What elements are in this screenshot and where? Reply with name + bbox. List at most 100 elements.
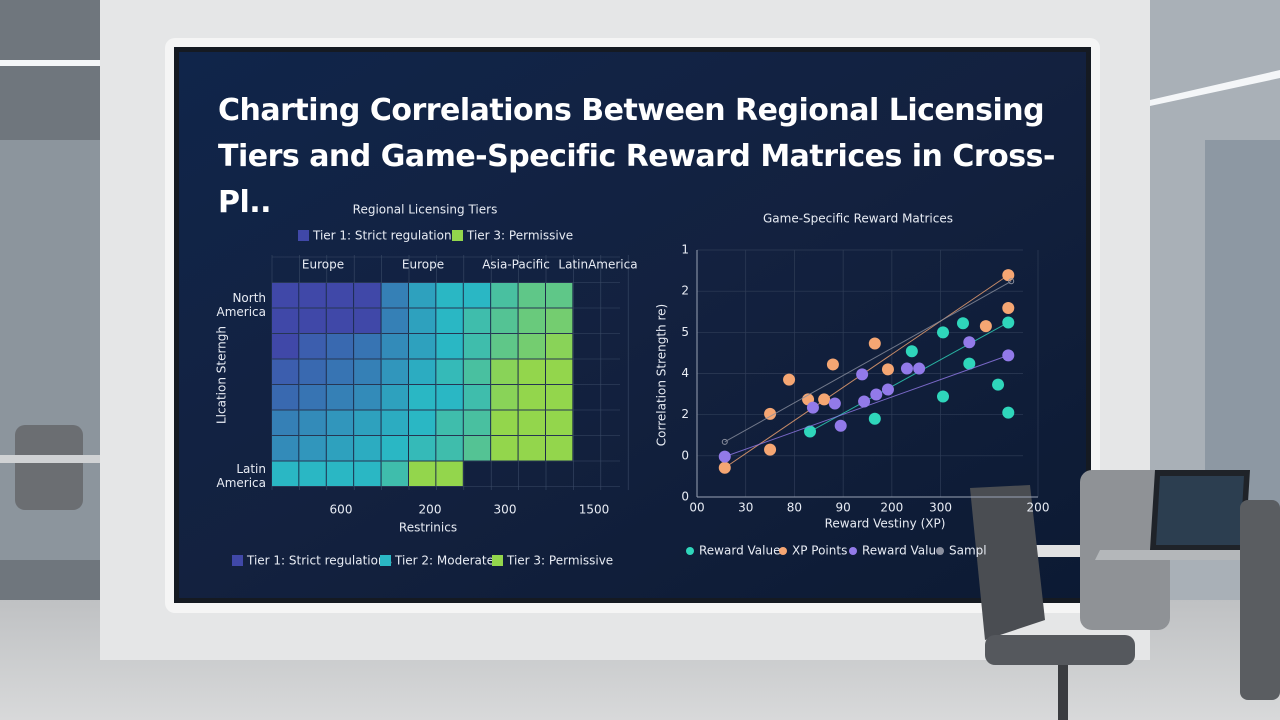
heat-cell (299, 308, 326, 333)
heat-cell (463, 283, 491, 308)
y-tick-label: 2 (681, 284, 689, 298)
point (905, 345, 918, 358)
heat-cell (272, 410, 299, 435)
y-tick-label: 2 (681, 407, 689, 421)
screen-title: Charting Correlations Between Regional L… (218, 93, 1055, 220)
ceiling-light (1150, 70, 1280, 106)
desk (0, 455, 100, 463)
point (1008, 278, 1015, 285)
column-label: Europe (402, 258, 444, 272)
heat-cell (436, 461, 463, 486)
legend-swatch (298, 230, 309, 241)
heat-cell (409, 436, 436, 461)
x-axis-label: Restrinics (399, 521, 457, 535)
heat-cell (409, 334, 436, 359)
y-axis-label: Correlation Strength re) (655, 304, 669, 446)
y-tick-label: 1 (681, 243, 689, 257)
heat-cell (463, 385, 491, 410)
heat-cell (354, 410, 381, 435)
heat-cell (381, 334, 408, 359)
point (804, 425, 817, 438)
x-tick-label: 90 (836, 501, 851, 515)
chair-seat (985, 635, 1135, 665)
point (828, 397, 841, 410)
point (1002, 316, 1015, 329)
heat-cell (436, 410, 463, 435)
laptop-display (1156, 476, 1244, 545)
point (806, 401, 819, 414)
heat-cell (546, 436, 573, 461)
heat-cell (463, 359, 491, 384)
x-tick-label: 200 (419, 503, 442, 517)
heat-cell (463, 410, 491, 435)
point (963, 336, 976, 349)
y-tick-label: 5 (681, 325, 689, 339)
x-tick-label: 1500 (579, 503, 610, 517)
x-tick-label: 600 (330, 503, 353, 517)
heat-cell (354, 283, 381, 308)
heat-cell (491, 308, 518, 333)
heat-cell (299, 385, 326, 410)
heat-cell (409, 308, 436, 333)
chair (1240, 500, 1280, 700)
y-axis-label: Llcation Sterngh (215, 326, 229, 424)
legend-swatch (452, 230, 463, 241)
heat-cell (381, 436, 408, 461)
heat-cell (518, 334, 545, 359)
legend-marker (936, 547, 944, 555)
heat-cell (436, 283, 463, 308)
point (937, 326, 950, 339)
heat-cell (381, 385, 408, 410)
point (1002, 302, 1015, 315)
heat-cell (272, 436, 299, 461)
point (868, 337, 881, 350)
heat-cell (272, 461, 299, 486)
trend-line (724, 280, 1012, 443)
heat-cell (272, 359, 299, 384)
heat-cell (272, 385, 299, 410)
point (870, 388, 883, 401)
heat-cell (326, 283, 354, 308)
heat-cell (326, 436, 354, 461)
chart-title: Regional Licensing Tiers (353, 203, 498, 217)
heat-cell (354, 334, 381, 359)
chair (15, 425, 83, 510)
heat-cell (463, 308, 491, 333)
heat-cell (491, 385, 518, 410)
point (718, 450, 731, 463)
x-tick-label: 200 (1027, 501, 1050, 515)
legend-label: Tier 3: Permissive (466, 229, 573, 243)
legend-marker (849, 547, 857, 555)
point (818, 393, 831, 406)
row-label: Latin America (217, 462, 267, 490)
heat-cell (326, 410, 354, 435)
heat-cell (546, 410, 573, 435)
heat-cell (299, 436, 326, 461)
heat-cell (409, 283, 436, 308)
heat-cell (491, 283, 518, 308)
heat-cell (354, 359, 381, 384)
x-axis-label: Reward Vestiny (XP) (825, 517, 946, 531)
heat-cell (381, 461, 408, 486)
legend-label: Sampl (949, 544, 987, 558)
point (868, 412, 881, 425)
heat-cell (546, 385, 573, 410)
heat-cell (272, 283, 299, 308)
point (834, 419, 847, 432)
heat-cell (491, 359, 518, 384)
heat-cell (299, 334, 326, 359)
point (881, 363, 894, 376)
point (718, 461, 731, 474)
legend-label: Tier 1: Strict regulations (246, 554, 392, 568)
legend-swatch (232, 555, 243, 566)
legend-swatch (380, 555, 391, 566)
point (783, 373, 796, 386)
heat-cell (326, 461, 354, 486)
legend-label: Tier 1: Strict regulations (312, 229, 458, 243)
column-label: Asia-Pacific (482, 258, 550, 272)
heat-cell (436, 385, 463, 410)
heat-cell (436, 334, 463, 359)
heat-cell (381, 283, 408, 308)
